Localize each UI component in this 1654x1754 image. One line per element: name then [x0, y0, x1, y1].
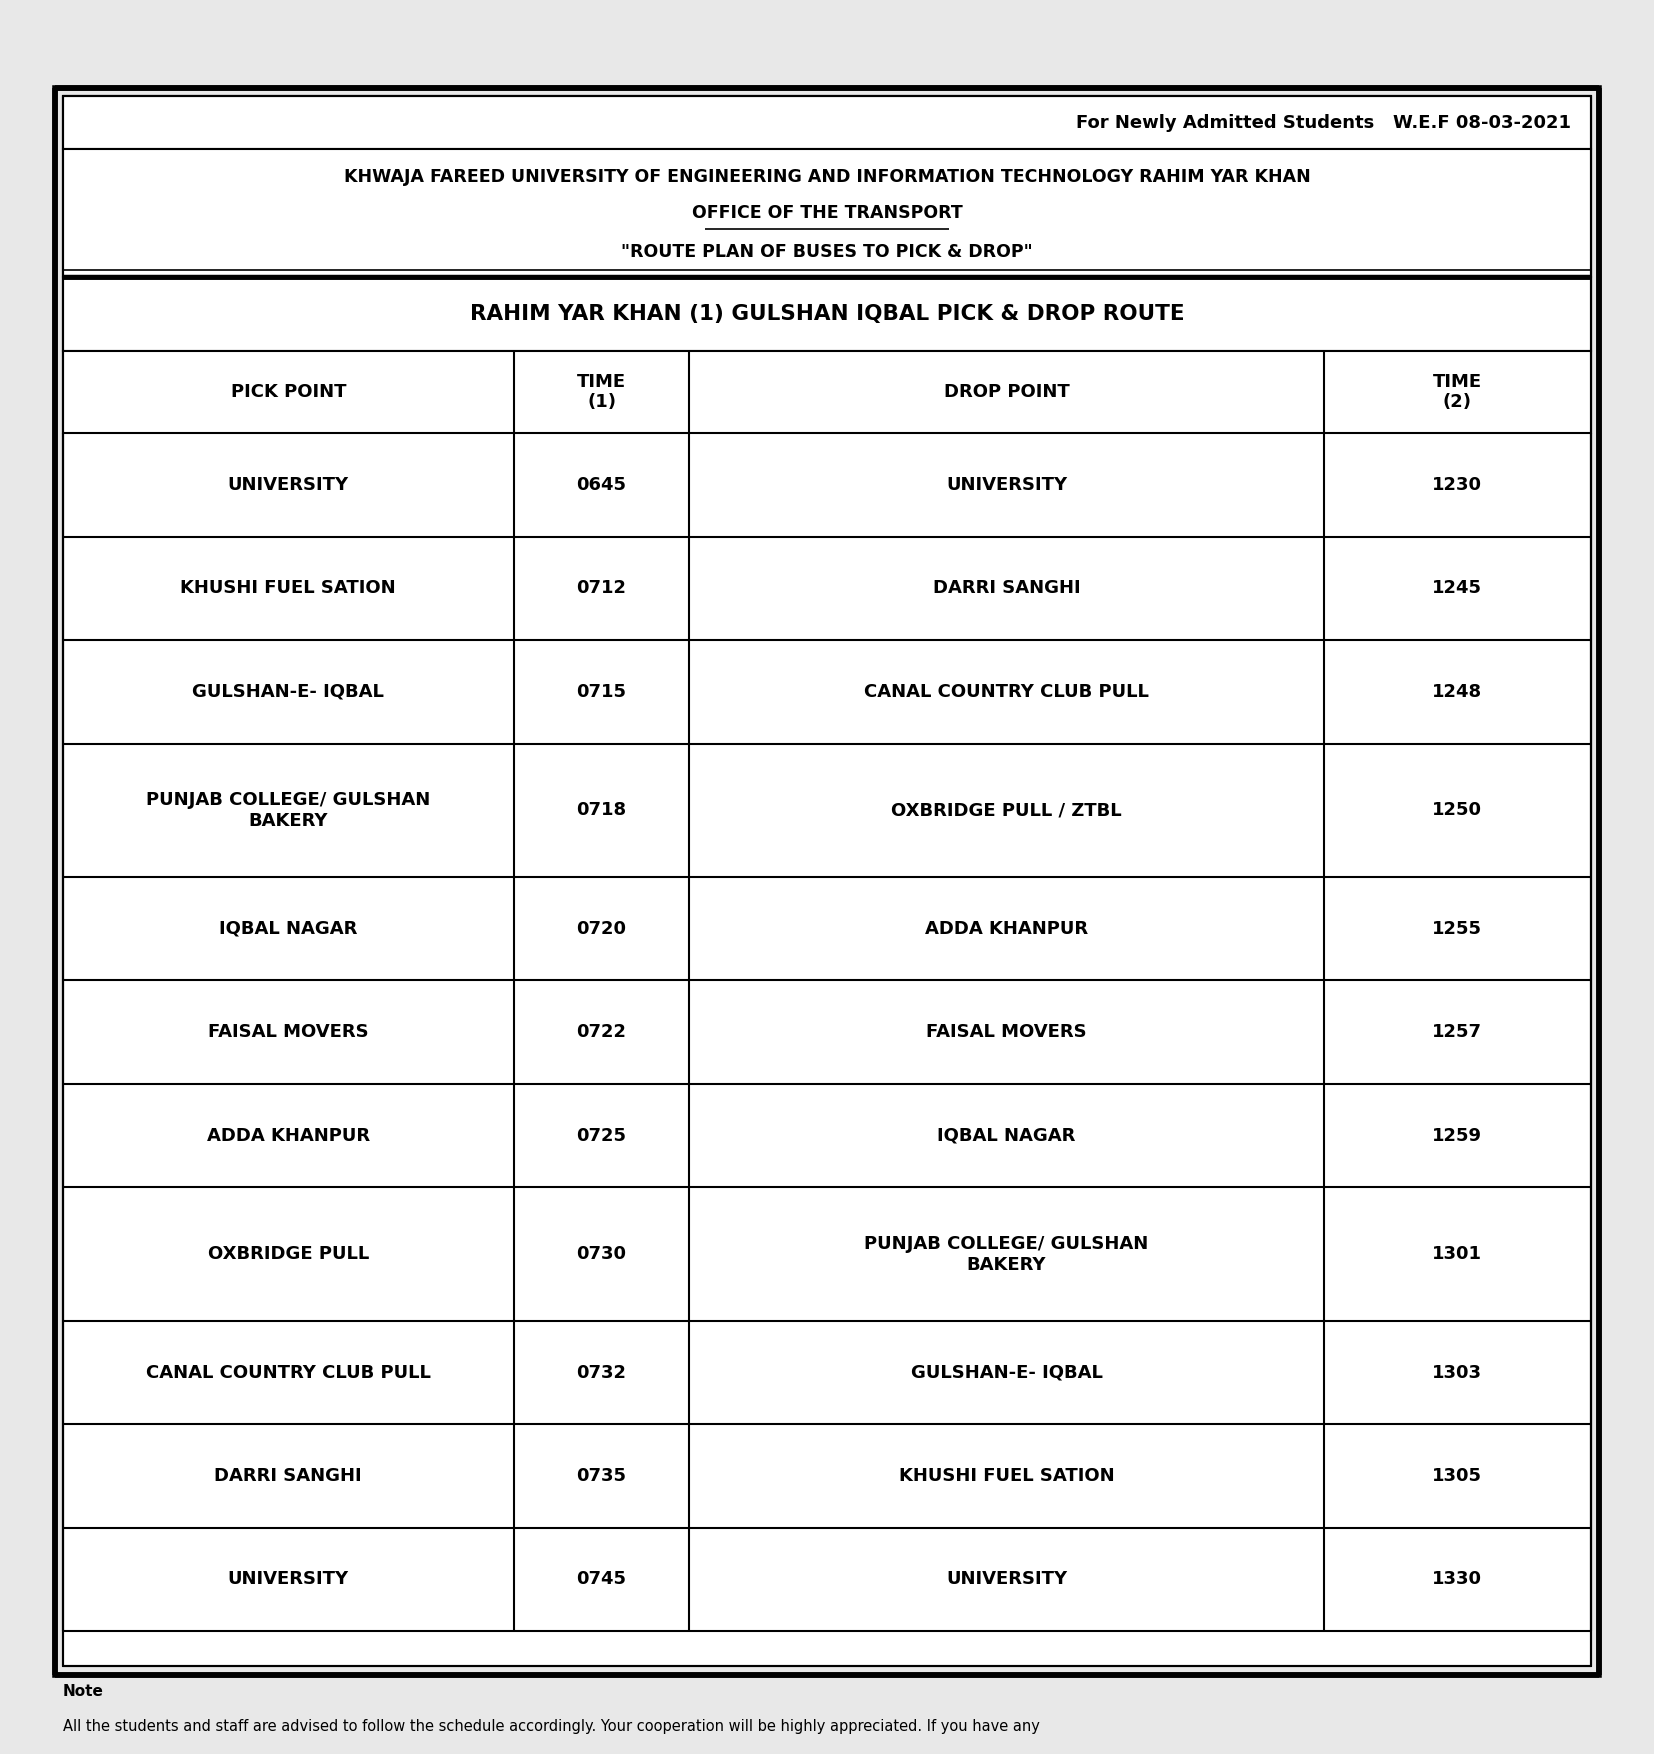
- Text: 1330: 1330: [1432, 1570, 1482, 1589]
- Text: UNIVERSITY: UNIVERSITY: [228, 475, 349, 495]
- Text: OFFICE OF THE TRANSPORT: OFFICE OF THE TRANSPORT: [691, 203, 963, 223]
- Text: KHUSHI FUEL SATION: KHUSHI FUEL SATION: [898, 1466, 1115, 1486]
- Text: 1248: 1248: [1432, 682, 1482, 702]
- Text: PUNJAB COLLEGE/ GULSHAN
BAKERY: PUNJAB COLLEGE/ GULSHAN BAKERY: [865, 1235, 1148, 1273]
- Text: OXBRIDGE PULL: OXBRIDGE PULL: [208, 1245, 369, 1263]
- Text: All the students and staff are advised to follow the schedule accordingly. Your : All the students and staff are advised t…: [63, 1719, 1040, 1735]
- Text: 0645: 0645: [577, 475, 627, 495]
- Text: Note: Note: [63, 1684, 104, 1700]
- Text: 0720: 0720: [577, 919, 627, 938]
- Text: KHUSHI FUEL SATION: KHUSHI FUEL SATION: [180, 579, 395, 598]
- Text: 1257: 1257: [1432, 1023, 1482, 1042]
- Text: 0712: 0712: [577, 579, 627, 598]
- Text: 0718: 0718: [577, 802, 627, 819]
- Bar: [63, 149, 1591, 277]
- Text: 1245: 1245: [1432, 579, 1482, 598]
- Text: PICK POINT: PICK POINT: [230, 382, 346, 402]
- Text: UNIVERSITY: UNIVERSITY: [946, 1570, 1067, 1589]
- Bar: [63, 277, 1591, 351]
- Text: 1250: 1250: [1432, 802, 1482, 819]
- Text: ADDA KHANPUR: ADDA KHANPUR: [925, 919, 1088, 938]
- Text: RAHIM YAR KHAN (1) GULSHAN IQBAL PICK & DROP ROUTE: RAHIM YAR KHAN (1) GULSHAN IQBAL PICK & …: [470, 303, 1184, 324]
- Text: 0715: 0715: [577, 682, 627, 702]
- Text: ADDA KHANPUR: ADDA KHANPUR: [207, 1126, 370, 1145]
- Text: TIME
(2): TIME (2): [1432, 372, 1482, 412]
- Text: 1301: 1301: [1432, 1245, 1482, 1263]
- Text: 1303: 1303: [1432, 1363, 1482, 1382]
- Text: 0745: 0745: [577, 1570, 627, 1589]
- Text: 0732: 0732: [577, 1363, 627, 1382]
- Bar: [63, 96, 1591, 1666]
- Text: CANAL COUNTRY CLUB PULL: CANAL COUNTRY CLUB PULL: [146, 1363, 430, 1382]
- Text: DROP POINT: DROP POINT: [944, 382, 1070, 402]
- Text: UNIVERSITY: UNIVERSITY: [946, 475, 1067, 495]
- Text: 0722: 0722: [577, 1023, 627, 1042]
- Text: 1255: 1255: [1432, 919, 1482, 938]
- Text: GULSHAN-E- IQBAL: GULSHAN-E- IQBAL: [192, 682, 384, 702]
- Text: DARRI SANGHI: DARRI SANGHI: [215, 1466, 362, 1486]
- Text: OXBRIDGE PULL / ZTBL: OXBRIDGE PULL / ZTBL: [892, 802, 1121, 819]
- Bar: [63, 351, 1591, 433]
- Text: IQBAL NAGAR: IQBAL NAGAR: [218, 919, 357, 938]
- Text: 0735: 0735: [577, 1466, 627, 1486]
- Text: FAISAL MOVERS: FAISAL MOVERS: [926, 1023, 1087, 1042]
- Text: 1305: 1305: [1432, 1466, 1482, 1486]
- Text: CANAL COUNTRY CLUB PULL: CANAL COUNTRY CLUB PULL: [863, 682, 1150, 702]
- Text: GULSHAN-E- IQBAL: GULSHAN-E- IQBAL: [911, 1363, 1103, 1382]
- Text: 1259: 1259: [1432, 1126, 1482, 1145]
- Text: DARRI SANGHI: DARRI SANGHI: [933, 579, 1080, 598]
- Text: 1230: 1230: [1432, 475, 1482, 495]
- Text: PUNJAB COLLEGE/ GULSHAN
BAKERY: PUNJAB COLLEGE/ GULSHAN BAKERY: [146, 791, 430, 830]
- Text: 0730: 0730: [577, 1245, 627, 1263]
- Bar: [63, 96, 1591, 149]
- Text: "ROUTE PLAN OF BUSES TO PICK & DROP": "ROUTE PLAN OF BUSES TO PICK & DROP": [622, 242, 1032, 261]
- Text: For Newly Admitted Students   W.E.F 08-03-2021: For Newly Admitted Students W.E.F 08-03-…: [1077, 114, 1571, 132]
- Text: TIME
(1): TIME (1): [577, 372, 627, 412]
- Text: FAISAL MOVERS: FAISAL MOVERS: [208, 1023, 369, 1042]
- Text: UNIVERSITY: UNIVERSITY: [228, 1570, 349, 1589]
- Text: KHWAJA FAREED UNIVERSITY OF ENGINEERING AND INFORMATION TECHNOLOGY RAHIM YAR KHA: KHWAJA FAREED UNIVERSITY OF ENGINEERING …: [344, 168, 1310, 186]
- Text: IQBAL NAGAR: IQBAL NAGAR: [938, 1126, 1075, 1145]
- Text: 0725: 0725: [577, 1126, 627, 1145]
